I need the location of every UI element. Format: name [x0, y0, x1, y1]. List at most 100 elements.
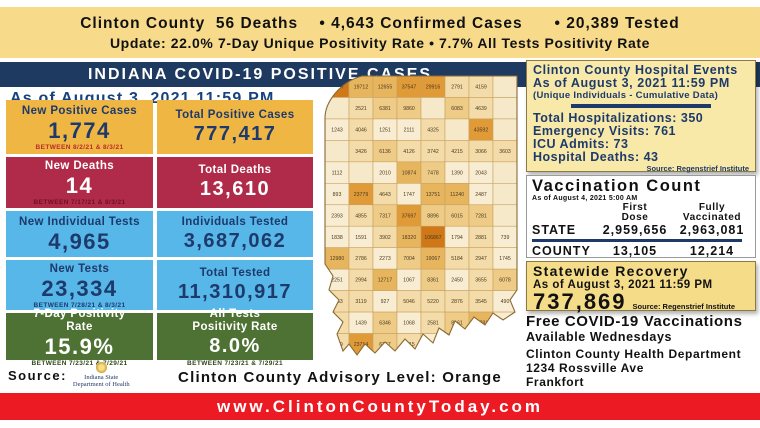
statewide-recovery-panel: Statewide Recovery As of August 3, 2021 … — [526, 261, 756, 313]
svg-text:9860: 9860 — [403, 106, 415, 112]
stat-card-date-range: BETWEEN 7/23/21 & 7/29/21 — [31, 359, 128, 367]
svg-text:1243: 1243 — [331, 127, 343, 133]
svg-text:4159: 4159 — [475, 85, 487, 91]
svg-text:6136: 6136 — [379, 149, 391, 155]
hospital-stat-line: Total Hospitalizations: 350 — [533, 111, 704, 125]
svg-text:1794: 1794 — [451, 235, 463, 241]
footer-bar: www.ClintonCountyToday.com — [0, 393, 760, 420]
stat-card-date-range: BETWEEN 8/2/21 & 8/3/21 — [35, 143, 124, 151]
svg-text:490: 490 — [501, 299, 510, 305]
stat-card-label: Total Deaths — [198, 164, 272, 176]
svg-text:106867: 106867 — [424, 235, 441, 241]
vaccination-row-name: STATE — [532, 223, 577, 237]
svg-text:37547: 37547 — [402, 85, 417, 91]
stat-card-value: 777,417 — [193, 122, 277, 145]
svg-text:2393: 2393 — [331, 213, 343, 219]
svg-text:18320: 18320 — [402, 235, 417, 241]
county-summary-line1: Clinton County 56 Deaths • 4,643 Confirm… — [80, 14, 680, 32]
svg-text:893: 893 — [333, 192, 342, 198]
svg-text:2111: 2111 — [404, 127, 415, 133]
stat-column-col2: Total Positive Cases 777,417 Total Deaths 1… — [157, 100, 313, 367]
svg-text:19712: 19712 — [354, 85, 369, 91]
stat-card-value: 14 — [65, 173, 94, 198]
svg-text:1390: 1390 — [451, 170, 463, 176]
stat-card-value: 15.9% — [44, 333, 115, 359]
stat-card: Total Positive Cases 777,417 — [157, 100, 313, 154]
svg-text:1747: 1747 — [403, 192, 415, 198]
svg-text:3902: 3902 — [379, 235, 391, 241]
footer-website-link[interactable]: www.ClintonCountyToday.com — [216, 396, 544, 416]
vaccination-header-fully-vaccinated: Fully Vaccinated — [682, 202, 742, 223]
stat-card: 7-Day Positivity Rate 15.9% BETWEEN 7/23/2… — [6, 308, 153, 367]
svg-text:37697: 37697 — [402, 213, 417, 219]
svg-text:4601: 4601 — [451, 342, 463, 348]
stat-card-value: 1,774 — [48, 117, 111, 143]
stat-card-date-range: BETWEEN 7/23/21 & 7/29/21 — [187, 359, 283, 367]
svg-text:986: 986 — [501, 321, 510, 327]
svg-text:12655: 12655 — [378, 85, 393, 91]
stat-card-value: 23,334 — [41, 275, 118, 301]
vaccination-row-name: COUNTY — [532, 244, 591, 258]
stat-card: New Positive Cases 1,774 BETWEEN 8/2/21 & … — [6, 100, 153, 154]
svg-text:1838: 1838 — [331, 235, 343, 241]
state-header-title: INDIANA COVID-19 POSITIVE CASES — [87, 66, 433, 83]
svg-text:4046: 4046 — [355, 127, 367, 133]
vaccination-state-fully-vaccinated: 2,963,081 — [679, 223, 745, 237]
stat-card-label: 7-Day Positivity Rate — [33, 307, 126, 333]
svg-text:12717: 12717 — [378, 278, 393, 284]
svg-text:23714: 23714 — [354, 342, 369, 348]
svg-text:5046: 5046 — [403, 299, 415, 305]
stat-card: Individuals Tested 3,687,062 — [157, 211, 313, 257]
recovery-source: Source: Regenstrief Institute — [632, 302, 736, 311]
svg-text:3119: 3119 — [355, 299, 366, 305]
vaccination-panel-title: Vaccination Count — [532, 177, 702, 195]
svg-text:2010: 2010 — [379, 170, 391, 176]
svg-text:7478: 7478 — [427, 170, 439, 176]
hospital-stat-line: Emergency Visits: 761 — [533, 124, 676, 138]
indiana-map-svg: 57307 19712 12655 37547 29916 2791 4159 2521 638… — [324, 75, 518, 356]
stat-card-label: New Deaths — [44, 160, 115, 172]
source-label: Source: — [8, 367, 67, 383]
svg-text:739: 739 — [501, 235, 510, 241]
stat-card-date-range: BETWEEN 7/28/21 & 8/3/21 — [33, 301, 126, 309]
stat-card: New Tests 23,334 BETWEEN 7/28/21 & 8/3/21 — [6, 260, 153, 310]
svg-text:2581: 2581 — [427, 321, 439, 327]
indiana-county-choropleth-map: 57307 19712 12655 37547 29916 2791 4159 2521 638… — [316, 66, 522, 366]
svg-text:1067: 1067 — [403, 278, 415, 284]
svg-text:2043: 2043 — [475, 170, 487, 176]
recovery-as-of-date: As of August 3, 2021 11:59 PM — [533, 279, 713, 291]
stat-card: All Tests Positivity Rate 8.0% BETWEEN 7/2… — [157, 308, 313, 367]
svg-text:4126: 4126 — [403, 149, 415, 155]
svg-text:12980: 12980 — [330, 256, 345, 262]
svg-text:1591: 1591 — [355, 235, 367, 241]
svg-text:6083: 6083 — [451, 106, 463, 112]
free-vaccinations-note: Free COVID-19 Vaccinations Available Wed… — [526, 314, 756, 345]
indiana-state-health-dept-logo: Indiana State Department of Health — [73, 362, 130, 388]
stat-card: New Individual Tests 4,965 — [6, 211, 153, 257]
svg-text:8361: 8361 — [427, 278, 439, 284]
recovery-panel-title: Statewide Recovery — [533, 263, 689, 279]
svg-text:927: 927 — [381, 299, 390, 305]
hospital-stat-line: Hospital Deaths: 43 — [533, 150, 659, 164]
stat-card: New Deaths 14 BETWEEN 7/17/21 & 8/3/21 — [6, 157, 153, 208]
torch-seal-icon — [95, 362, 107, 373]
svg-text:19067: 19067 — [426, 256, 441, 262]
divider — [532, 239, 742, 242]
svg-text:7317: 7317 — [379, 213, 391, 219]
hospital-events-panel: Clinton County Hospital Events As of Aug… — [526, 60, 756, 173]
logo-text: Indiana State Department of Health — [72, 374, 130, 388]
svg-text:2876: 2876 — [451, 299, 463, 305]
stat-card-value: 13,610 — [199, 178, 271, 200]
svg-text:2450: 2450 — [451, 278, 463, 284]
stat-card-value: 3,687,062 — [183, 229, 287, 252]
svg-text:4643: 4643 — [379, 192, 391, 198]
vaccination-state-first-dose: 2,959,656 — [602, 223, 668, 237]
vaccination-county-first-dose: 13,105 — [612, 244, 658, 258]
svg-text:3066: 3066 — [475, 149, 487, 155]
svg-text:2947: 2947 — [475, 256, 487, 262]
svg-text:7004: 7004 — [403, 256, 415, 262]
stat-card: Total Deaths 13,610 — [157, 157, 313, 208]
svg-text:3603: 3603 — [499, 149, 511, 155]
stat-column-col1: New Positive Cases 1,774 BETWEEN 8/2/21 & … — [6, 100, 153, 367]
stat-card-label: New Positive Cases — [21, 104, 138, 117]
